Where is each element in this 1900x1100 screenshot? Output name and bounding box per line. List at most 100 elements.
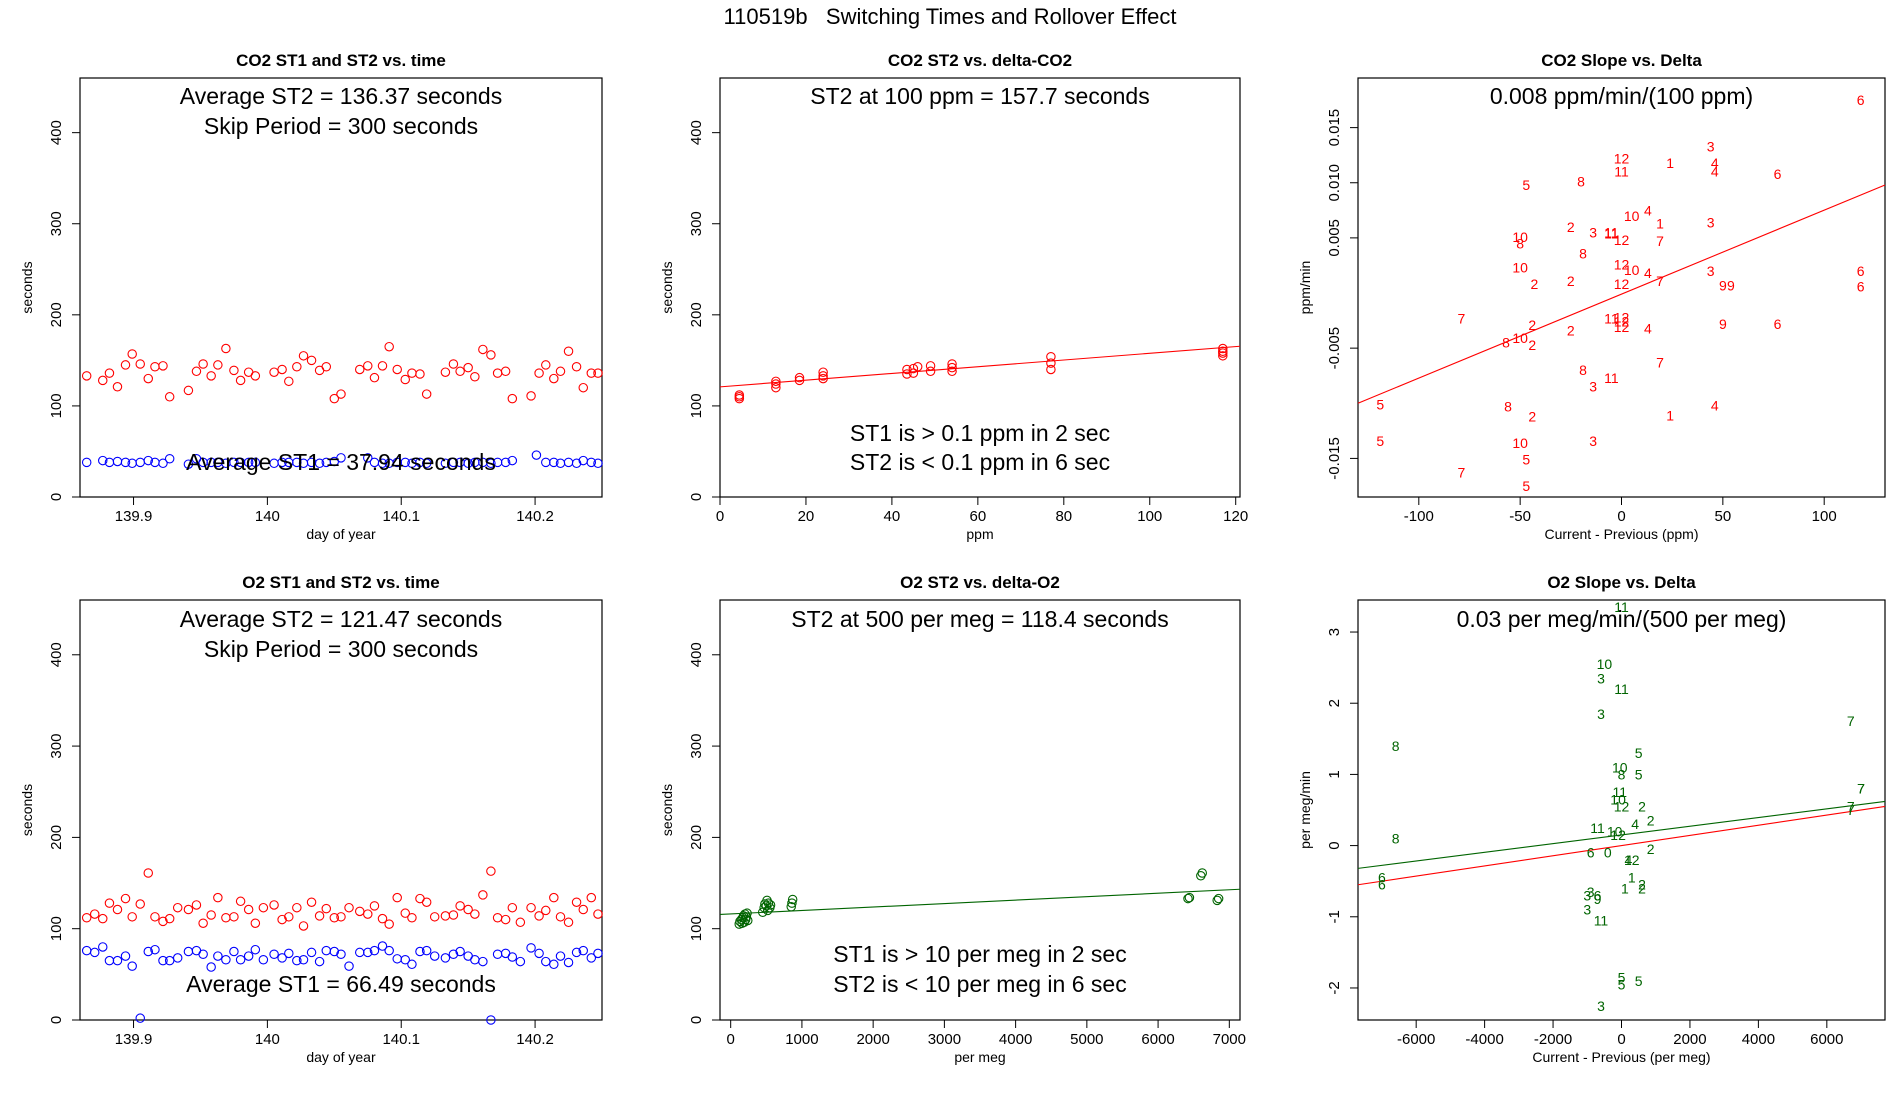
data-point-label: 2 <box>1647 841 1655 857</box>
data-point <box>902 369 912 379</box>
data-point-label: 9 <box>1594 891 1602 907</box>
data-point <box>292 955 302 966</box>
panel-title: CO2 ST2 vs. delta-CO2 <box>888 51 1072 70</box>
data-point <box>1046 358 1056 368</box>
data-point <box>415 946 425 957</box>
data-point-label: 2 <box>1567 273 1575 289</box>
data-point-label: 5 <box>1522 452 1530 468</box>
data-point <box>947 366 957 377</box>
data-point <box>112 456 123 467</box>
panel-annotation: Skip Period = 300 seconds <box>204 113 478 139</box>
y-axis-label: ppm/min <box>1297 261 1313 315</box>
plot-frame <box>719 77 1241 498</box>
data-point-label: 11 <box>1614 681 1629 697</box>
data-point-label: 11 <box>1594 912 1609 928</box>
panel-title: O2 Slope vs. Delta <box>1547 573 1696 592</box>
data-point <box>470 372 480 382</box>
data-point <box>384 341 394 352</box>
data-point-label: 4 <box>1644 265 1652 281</box>
data-point-label: 12 <box>1614 319 1630 335</box>
data-point <box>593 909 603 919</box>
data-point-label: 12 <box>1614 309 1630 325</box>
plot-frame <box>719 599 1241 1021</box>
y-tick-label: -0.015 <box>1326 437 1343 480</box>
data-point <box>321 945 332 956</box>
data-point <box>143 373 154 384</box>
x-tick-label: -50 <box>1509 508 1531 525</box>
data-point-label: 10 <box>1512 330 1528 346</box>
data-point <box>908 368 919 378</box>
data-point-label: 3 <box>1707 263 1715 279</box>
y-tick-label: 0 <box>688 1016 705 1024</box>
data-point <box>120 951 131 961</box>
data-point-label: 12 <box>1610 827 1626 843</box>
y-tick-label: 200 <box>48 302 65 327</box>
panel-annotation: ST2 at 500 per meg = 118.4 seconds <box>791 606 1168 632</box>
data-point <box>478 344 488 355</box>
data-point <box>229 365 239 376</box>
data-point-label: 3 <box>1707 214 1715 230</box>
regression-line <box>1357 800 1886 869</box>
data-point-label: 6 <box>1774 166 1782 182</box>
data-point-label: 8 <box>1516 235 1524 251</box>
data-point <box>478 956 488 967</box>
data-point <box>172 953 183 963</box>
data-point <box>284 912 294 922</box>
data-point <box>794 372 805 383</box>
data-point <box>384 945 394 956</box>
data-point-label: 5 <box>1618 969 1626 985</box>
data-point-label: 2 <box>1528 337 1536 353</box>
data-point <box>407 368 417 378</box>
data-point <box>486 350 496 360</box>
data-point <box>336 912 346 922</box>
data-point <box>578 945 589 956</box>
data-point <box>455 366 465 377</box>
x-tick-label: 4000 <box>1742 1031 1775 1048</box>
x-tick-label: 80 <box>1055 508 1072 525</box>
y-tick-label: -0.005 <box>1326 327 1343 370</box>
data-point <box>429 912 440 922</box>
data-point <box>363 909 373 919</box>
data-point-label: 9 <box>1719 316 1727 332</box>
data-point-label: 10 <box>1512 435 1528 451</box>
data-point-label: 3 <box>1589 224 1597 240</box>
data-point <box>593 458 603 469</box>
x-tick-label: 0 <box>1617 1031 1625 1048</box>
data-point <box>421 458 432 469</box>
data-point <box>421 389 432 399</box>
x-axis-label: day of year <box>306 526 376 542</box>
data-point <box>104 368 115 378</box>
data-point-label: 3 <box>1707 138 1715 154</box>
panel-co2-delta: CO2 ST2 vs. delta-CO2 0 20 40 60 80 100 120 0 100… <box>659 51 1248 542</box>
data-point <box>198 918 208 928</box>
data-point-label: 6 <box>1857 92 1865 108</box>
data-point-label: 12 <box>1614 232 1630 248</box>
data-point <box>578 382 589 393</box>
data-point <box>321 361 332 372</box>
y-tick-label: 100 <box>688 916 705 941</box>
data-point <box>549 959 559 970</box>
data-point <box>172 902 183 913</box>
data-point <box>89 909 100 919</box>
data-point-label: 11 <box>1604 224 1619 240</box>
data-point <box>463 904 473 915</box>
data-point <box>98 913 108 924</box>
data-point-label: 2 <box>1638 877 1646 893</box>
data-point-label: 7 <box>1656 354 1664 370</box>
data-point <box>150 361 160 372</box>
data-point <box>925 361 936 371</box>
panel-o2-slope: O2 Slope vs. Delta-6000 -4000 -2000 0 2000 40… <box>1297 573 1886 1065</box>
data-point-label: 6 <box>1774 316 1782 332</box>
panel-o2-time: O2 ST1 and ST2 vs. time 139.9 140 140.1 140.… <box>19 573 603 1065</box>
data-point <box>470 954 480 965</box>
x-tick-label: 50 <box>1715 508 1732 525</box>
data-point <box>486 1015 496 1025</box>
data-point <box>1184 892 1195 903</box>
data-point-label: 10 <box>1597 656 1613 672</box>
data-point <box>143 868 154 878</box>
data-point-label: 10 <box>1512 260 1528 276</box>
data-point <box>221 954 231 965</box>
data-point <box>1218 346 1228 357</box>
data-point <box>531 450 542 460</box>
data-point <box>421 897 432 907</box>
